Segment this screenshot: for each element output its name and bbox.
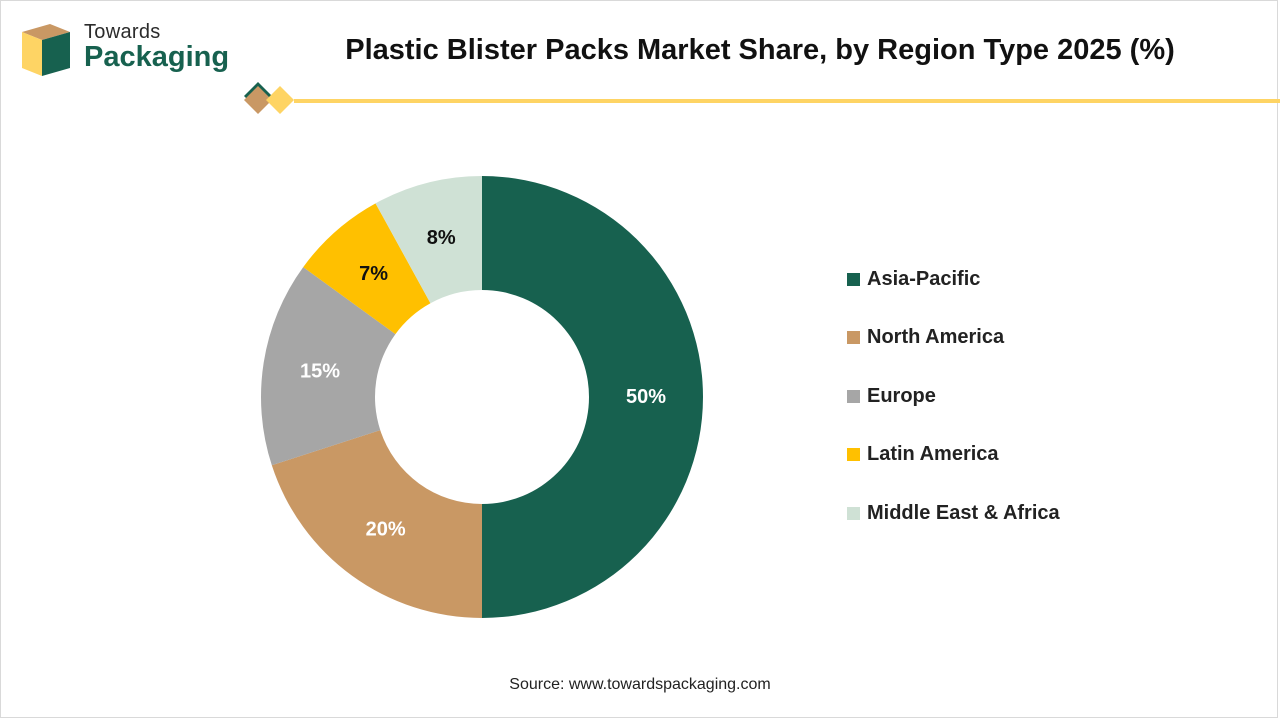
- legend-label: Middle East & Africa: [867, 501, 1060, 524]
- legend-item: Latin America: [847, 442, 1060, 468]
- divider-line: [294, 99, 1280, 103]
- donut-slice: [260, 267, 396, 466]
- title-divider: [244, 82, 1280, 114]
- source-note: Source: www.towardspackaging.com: [509, 676, 771, 693]
- legend-swatch: [847, 389, 860, 403]
- donut-slice: [375, 176, 482, 304]
- legend-label: North America: [867, 326, 1005, 348]
- slice-data-label: 20%: [366, 519, 406, 541]
- legend-item: North America: [847, 325, 1060, 351]
- chart-title: Plastic Blister Packs Market Share, by R…: [345, 34, 1175, 66]
- donut-slice: [482, 176, 703, 618]
- chart-legend: Asia-Pacific North America Europe Latin Ame…: [847, 266, 1060, 559]
- brand-name-line1: Towards: [84, 21, 161, 43]
- slice-data-label: 50%: [626, 386, 666, 408]
- divider-diamond-yellow: [266, 86, 294, 114]
- legend-label: Asia-Pacific: [867, 267, 981, 290]
- legend-swatch: [847, 272, 860, 286]
- brand-logo: Towards Packaging: [14, 18, 244, 88]
- slice-data-label: 8%: [427, 227, 456, 249]
- legend-swatch: [847, 331, 860, 344]
- legend-swatch: [847, 506, 860, 520]
- legend-swatch: [847, 448, 860, 461]
- brand-name-line2: Packaging: [84, 41, 230, 73]
- divider-diamond-tan: [244, 86, 272, 114]
- legend-item: Asia-Pacific: [847, 266, 1060, 292]
- legend-label: Latin America: [867, 443, 999, 465]
- legend-item: Europe: [847, 383, 1060, 409]
- donut-slice: [271, 430, 482, 618]
- slice-data-label: 15%: [300, 360, 340, 382]
- donut-slice: [303, 203, 431, 335]
- legend-item: Middle East & Africa: [847, 500, 1060, 526]
- box-logo-icon: [22, 24, 70, 76]
- slice-data-label: 7%: [359, 263, 388, 285]
- legend-label: Europe: [867, 384, 936, 407]
